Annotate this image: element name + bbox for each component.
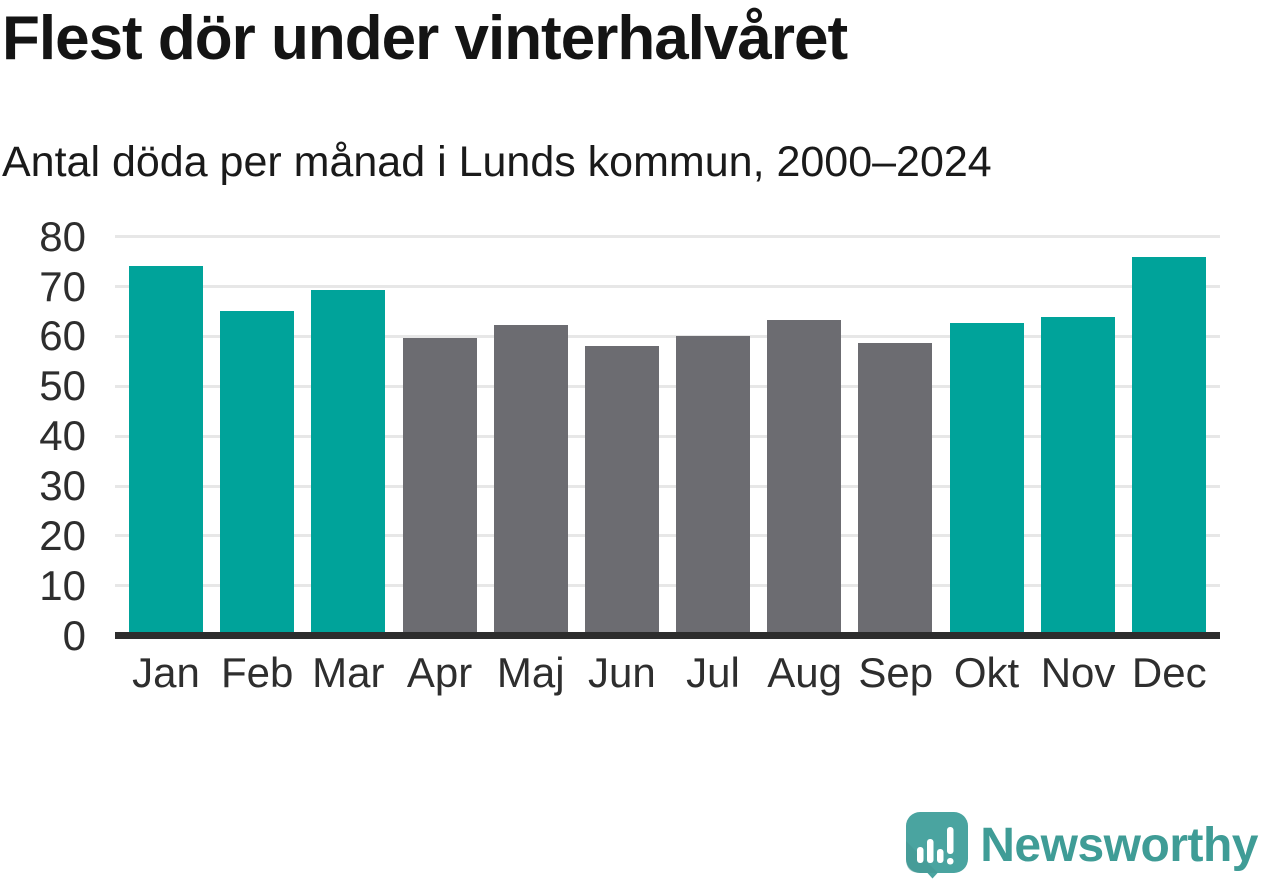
y-tick-label: 0 xyxy=(62,611,86,659)
x-axis-line xyxy=(115,631,1220,639)
x-tick-label: Apr xyxy=(406,648,473,696)
x-tick-label: Sep xyxy=(858,648,934,696)
y-tick-label: 50 xyxy=(39,362,86,410)
y-tick-label: 20 xyxy=(39,511,86,559)
x-tick-label: Mar xyxy=(312,648,385,696)
gridline xyxy=(115,434,1220,438)
bar-maj xyxy=(493,325,568,633)
bar-jan xyxy=(129,266,203,633)
bar-nov xyxy=(1040,317,1115,633)
bar-jun xyxy=(584,346,659,633)
gridline xyxy=(115,384,1220,388)
newsworthy-bubble-chart-icon xyxy=(906,812,969,879)
bar-mar xyxy=(311,290,386,633)
gridline xyxy=(115,584,1220,588)
y-tick-label: 80 xyxy=(39,212,86,260)
x-tick-label: Jun xyxy=(588,648,656,696)
bar-okt xyxy=(949,323,1024,633)
bar-apr xyxy=(402,338,477,633)
x-tick-label: Jan xyxy=(132,648,200,696)
gridline xyxy=(115,235,1220,239)
bar-feb xyxy=(220,311,295,633)
x-tick-label: Dec xyxy=(1131,648,1207,696)
gridline xyxy=(115,484,1220,488)
newsworthy-logo: Newsworthy xyxy=(905,811,1258,879)
bar-jul xyxy=(676,335,751,633)
y-tick-label: 60 xyxy=(39,312,86,360)
gridline xyxy=(115,534,1220,538)
x-tick-label: Nov xyxy=(1040,648,1116,696)
x-axis-labels: Jan Feb Mar Apr Maj Jun Jul Aug Sep Okt Nov Dec xyxy=(115,648,1220,696)
x-tick-label: Okt xyxy=(953,648,1020,696)
page-subtitle: Antal döda per månad i Lunds kommun, 200… xyxy=(2,138,992,187)
y-axis-labels: 0 10 20 30 40 50 60 70 80 xyxy=(0,215,86,656)
gridline xyxy=(115,285,1220,289)
x-tick-label: Aug xyxy=(767,648,842,696)
plot-area xyxy=(115,235,1220,639)
bar-sep xyxy=(858,343,933,633)
x-tick-label: Jul xyxy=(686,648,740,696)
x-tick-label: Maj xyxy=(496,648,565,696)
bar-chart: 0 10 20 30 40 50 60 70 80 Jan Feb Mar Apr Maj Jun Jul A… xyxy=(0,215,1220,696)
y-tick-label: 10 xyxy=(39,561,86,609)
y-tick-label: 30 xyxy=(39,462,86,510)
x-tick-label: Feb xyxy=(220,648,294,696)
bars-container xyxy=(115,237,1220,633)
page-title: Flest dör under vinterhalvåret xyxy=(2,4,848,73)
y-tick-label: 70 xyxy=(39,262,86,310)
y-tick-label: 40 xyxy=(39,412,86,460)
bar-aug xyxy=(767,320,842,633)
gridline xyxy=(115,334,1220,338)
newsworthy-wordmark: Newsworthy xyxy=(980,818,1258,872)
bar-dec xyxy=(1131,257,1206,633)
